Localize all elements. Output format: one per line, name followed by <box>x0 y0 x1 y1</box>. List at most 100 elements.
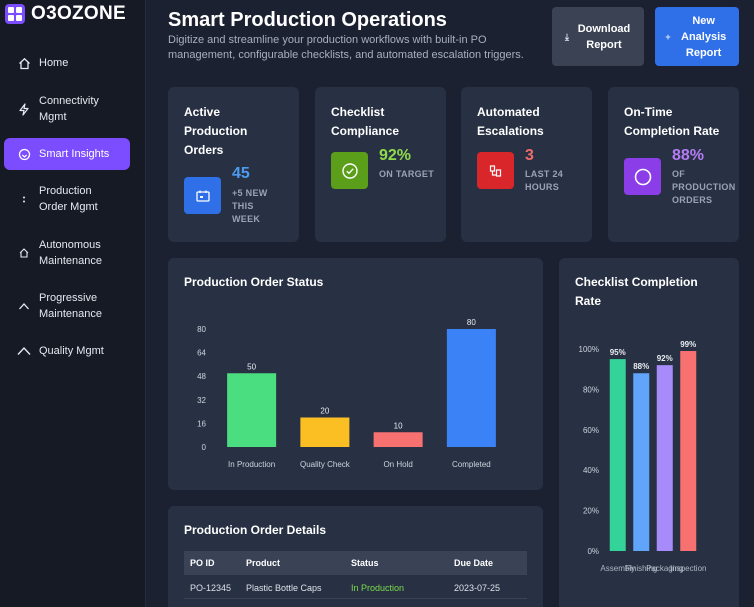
production-order-status-panel: Production Order Status 0 16 32 48 64 80 50 In … <box>168 258 543 490</box>
production-order-status-chart: 0 16 32 48 64 80 50 In Production 20 Quality Chec… <box>197 318 496 469</box>
chevron-up-icon <box>17 344 31 358</box>
maintenance-icon <box>17 246 31 260</box>
cell-po-id: PO-12345 <box>190 582 232 593</box>
calendar-icon <box>184 177 221 214</box>
y-tick-label: 60% <box>583 426 599 435</box>
circle-icon <box>624 158 661 195</box>
bar-value-label: 20 <box>320 407 329 416</box>
bar-packaging <box>656 365 673 551</box>
sidebar-item-label: Production Order Mgmt <box>39 185 98 213</box>
sidebar-item-home[interactable]: Home <box>4 53 130 73</box>
kpi-subtext: +5 NEW THIS WEEK <box>232 188 268 224</box>
new-analysis-report-label: New Analysis Report <box>681 14 727 59</box>
y-tick-label: 20% <box>583 507 599 516</box>
sidebar-item-autonomous-maintenance[interactable]: Autonomous Maintenance <box>4 236 130 270</box>
order-icon <box>17 192 31 206</box>
download-report-label: Download Report <box>577 22 631 51</box>
sidebar-item-connectivity[interactable]: Connectivity Mgmt <box>4 92 130 126</box>
column-header-status[interactable]: Status <box>351 558 379 568</box>
checklist-completion-panel: Checklist Completion Rate 0% 20% 40% 60% 80%… <box>559 258 739 607</box>
kpi-subtext: ON TARGET <box>379 169 435 179</box>
sidebar-item-label: Connectivity Mgmt <box>39 95 99 123</box>
x-tick-label: In Production <box>228 460 275 469</box>
kpi-title: Active Production Orders <box>184 105 248 157</box>
bar-completed <box>446 329 496 447</box>
sidebar-item-quality[interactable]: Quality Mgmt <box>4 341 130 361</box>
bar-value-label: 99% <box>680 340 696 349</box>
x-tick-label: On Hold <box>383 460 412 469</box>
bar-value-label: 88% <box>633 362 649 371</box>
column-header-due-date[interactable]: Due Date <box>454 558 494 568</box>
sidebar-item-production-order[interactable]: Production Order Mgmt <box>4 182 130 216</box>
kpi-card-checklist-compliance: Checklist Compliance 92% ON TARGET <box>315 87 446 242</box>
home-icon <box>17 56 31 70</box>
kpi-subtext: LAST 24 HOURS <box>525 169 564 192</box>
logo-icon <box>5 4 25 24</box>
sidebar-item-smart-insights[interactable]: Smart Insights <box>4 138 130 170</box>
sidebar-item-label: Smart Insights <box>39 148 110 160</box>
cell-due-date: 2023-07-25 <box>454 582 501 593</box>
bar-value-label: 50 <box>247 362 256 371</box>
x-tick-label: Packaging <box>646 564 683 573</box>
chevron-up-icon <box>17 299 31 313</box>
y-tick-label: 40% <box>583 466 599 475</box>
panel-title: Production Order Status <box>184 275 324 289</box>
plus-icon: + <box>665 31 671 42</box>
download-icon: ⤓ <box>565 31 569 42</box>
check-circle-icon <box>331 152 368 189</box>
x-tick-label: Completed <box>452 460 491 469</box>
bar-value-label: 92% <box>657 354 673 363</box>
page-subtitle: Digitize and streamline your production … <box>168 34 524 61</box>
kpi-title: Checklist Compliance <box>331 105 400 138</box>
escalation-icon <box>477 152 514 189</box>
bar-finishing <box>633 373 650 551</box>
bar-value-label: 10 <box>394 421 403 430</box>
x-tick-label: Assembly <box>600 564 635 573</box>
x-tick-label: Inspection <box>670 564 706 573</box>
column-header-po-id[interactable]: PO ID <box>190 558 215 568</box>
kpi-value: 92% <box>379 147 412 164</box>
kpi-value: 88% <box>672 147 705 164</box>
sidebar: O3OZONE Home Connectivity Mgmt Smart Ins… <box>0 0 146 607</box>
y-tick-label: 100% <box>579 345 599 354</box>
logo-text: O3OZONE <box>31 3 127 24</box>
cell-status: In Production <box>351 582 405 593</box>
kpi-title: Automated Escalations <box>477 105 544 138</box>
checklist-completion-chart: 0% 20% 40% 60% 80% 100% 95% Assembly 88% Finishin… <box>579 340 707 573</box>
sidebar-item-label: Quality Mgmt <box>39 345 104 357</box>
bar-on-hold <box>373 432 423 447</box>
bar-value-label: 95% <box>610 348 626 357</box>
new-analysis-report-button[interactable]: + New Analysis Report <box>655 7 739 66</box>
bar-inspection <box>680 351 697 551</box>
panel-title: Checklist Completion Rate <box>575 275 698 308</box>
bar-value-label: 80 <box>467 318 476 327</box>
table-row[interactable]: PO-12345 Plastic Bottle Caps In Producti… <box>184 577 527 599</box>
sidebar-item-label: Autonomous Maintenance <box>39 239 102 267</box>
column-header-product[interactable]: Product <box>246 558 281 568</box>
kpi-title: On-Time Completion Rate <box>624 105 720 138</box>
sidebar-item-progressive-maintenance[interactable]: Progressive Maintenance <box>4 289 130 323</box>
insights-icon <box>17 147 31 161</box>
sidebar-item-label: Progressive Maintenance <box>39 292 102 320</box>
table-header: PO ID Product Status Due Date <box>184 551 527 575</box>
page-title: Smart Production Operations <box>168 9 447 31</box>
kpi-card-active-orders: Active Production Orders 45 +5 NEW THIS … <box>168 87 299 242</box>
y-tick-label: 80 <box>197 325 206 334</box>
y-tick-label: 48 <box>197 372 206 381</box>
y-tick-label: 64 <box>197 349 206 358</box>
cell-product: Plastic Bottle Caps <box>246 582 322 593</box>
y-tick-label: 16 <box>197 419 206 428</box>
kpi-card-on-time-completion: On-Time Completion Rate 88% OF PRODUCTIO… <box>608 87 739 242</box>
app-logo[interactable]: O3OZONE <box>5 3 126 25</box>
sidebar-item-label: Home <box>39 57 69 69</box>
panel-title: Production Order Details <box>184 523 327 537</box>
download-report-button[interactable]: ⤓ Download Report <box>552 7 644 66</box>
bar-in-production <box>227 373 277 447</box>
kpi-value: 45 <box>232 165 250 182</box>
kpi-value: 3 <box>525 147 534 164</box>
x-tick-label: Quality Check <box>300 460 351 469</box>
y-tick-label: 0 <box>202 443 207 452</box>
kpi-subtext: OF PRODUCTION ORDERS <box>672 169 736 205</box>
bar-quality-check <box>300 417 350 447</box>
bar-assembly <box>609 359 626 551</box>
